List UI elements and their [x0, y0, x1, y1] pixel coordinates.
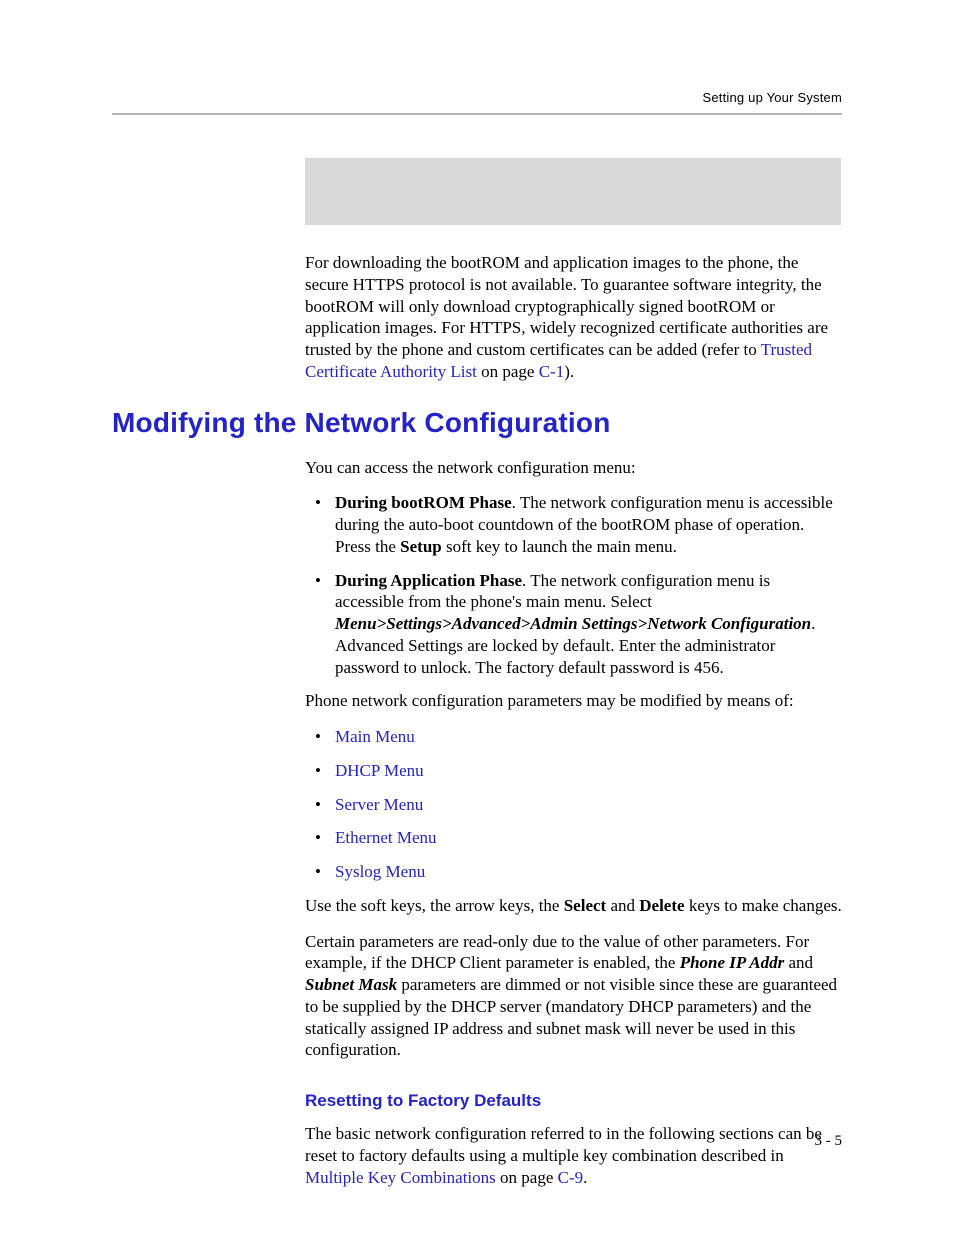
- list-item: Ethernet Menu: [305, 827, 842, 849]
- link-dhcp-menu[interactable]: DHCP Menu: [335, 761, 424, 780]
- list-item: Syslog Menu: [305, 861, 842, 883]
- link-multiple-key[interactable]: Multiple Key Combinations: [305, 1168, 496, 1187]
- list-item: Main Menu: [305, 726, 842, 748]
- bullet-bootrom-phase: During bootROM Phase. The network config…: [305, 492, 842, 557]
- content-area: For downloading the bootROM and applicat…: [112, 252, 842, 1202]
- access-bullet-list: During bootROM Phase. The network config…: [305, 492, 842, 678]
- factory-defaults-paragraph: The basic network configuration referred…: [305, 1123, 842, 1188]
- subsection-heading: Resetting to Factory Defaults: [305, 1091, 842, 1111]
- softkeys-select: Select: [564, 896, 606, 915]
- bullet-italic-2: Menu>Settings>Advanced>Admin Settings>Ne…: [335, 614, 811, 633]
- intro-text-c: ).: [564, 362, 574, 381]
- link-server-menu[interactable]: Server Menu: [335, 795, 423, 814]
- sub-b: on page: [496, 1168, 558, 1187]
- link-main-menu[interactable]: Main Menu: [335, 727, 415, 746]
- link-syslog-menu[interactable]: Syslog Menu: [335, 862, 425, 881]
- bullet-bold-1: Setup: [400, 537, 442, 556]
- list-item: DHCP Menu: [305, 760, 842, 782]
- readonly-ipaddr: Phone IP Addr: [680, 953, 785, 972]
- mid-paragraph: Phone network configuration parameters m…: [305, 690, 842, 712]
- softkeys-mid: and: [606, 896, 639, 915]
- readonly-mid: and: [784, 953, 813, 972]
- section-heading: Modifying the Network Configuration: [112, 407, 842, 439]
- bullet-rest-1b: soft key to launch the main menu.: [442, 537, 677, 556]
- readonly-subnet: Subnet Mask: [305, 975, 397, 994]
- link-ethernet-menu[interactable]: Ethernet Menu: [335, 828, 437, 847]
- list-item: Server Menu: [305, 794, 842, 816]
- header-rule: [112, 113, 842, 115]
- intro-text-a: For downloading the bootROM and applicat…: [305, 253, 828, 359]
- link-page-c9[interactable]: C-9: [558, 1168, 584, 1187]
- softkeys-a: Use the soft keys, the arrow keys, the: [305, 896, 564, 915]
- menu-link-list: Main Menu DHCP Menu Server Menu Ethernet…: [305, 726, 842, 883]
- page: Setting up Your System For downloading t…: [0, 0, 954, 1235]
- softkeys-paragraph: Use the soft keys, the arrow keys, the S…: [305, 895, 842, 917]
- bullet-lead-1: During bootROM Phase: [335, 493, 512, 512]
- page-number: 3 - 5: [815, 1133, 843, 1150]
- bullet-application-phase: During Application Phase. The network co…: [305, 570, 842, 679]
- body-column-intro: For downloading the bootROM and applicat…: [305, 252, 842, 383]
- intro-text-b: on page: [477, 362, 539, 381]
- intro-paragraph: For downloading the bootROM and applicat…: [305, 252, 842, 383]
- body-column-section: You can access the network configuration…: [305, 457, 842, 1189]
- softkeys-c: keys to make changes.: [685, 896, 842, 915]
- sub-c: .: [583, 1168, 587, 1187]
- sub-a: The basic network configuration referred…: [305, 1124, 822, 1165]
- section-lead: You can access the network configuration…: [305, 457, 842, 479]
- note-placeholder: [305, 158, 841, 225]
- readonly-paragraph: Certain parameters are read-only due to …: [305, 931, 842, 1062]
- bullet-lead-2: During Application Phase: [335, 571, 522, 590]
- softkeys-delete: Delete: [639, 896, 684, 915]
- running-head: Setting up Your System: [702, 90, 842, 105]
- link-page-c1[interactable]: C-1: [539, 362, 565, 381]
